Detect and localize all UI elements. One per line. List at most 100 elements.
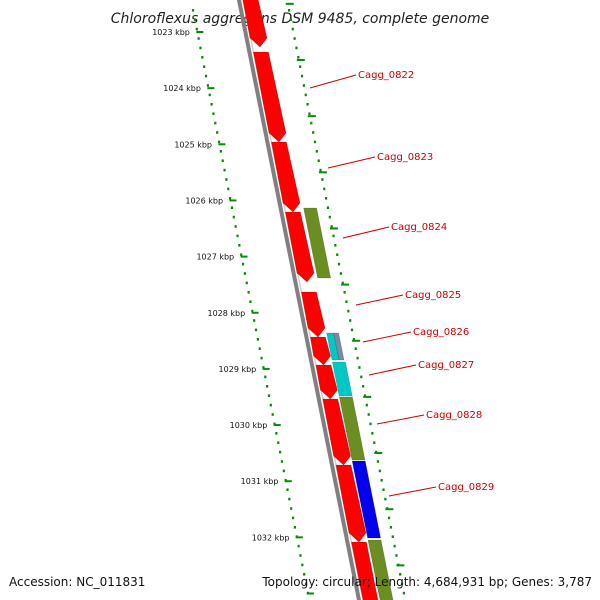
track-dot [369, 422, 372, 426]
track-dot [349, 319, 352, 322]
gene-block[interactable] [367, 539, 395, 600]
leader-line [362, 331, 412, 343]
track-dot [356, 356, 359, 360]
track-dot [337, 262, 341, 266]
track-dot [310, 121, 313, 125]
track-dot [300, 74, 304, 78]
backbone-line [236, 0, 362, 600]
gene-block[interactable] [241, 0, 268, 48]
gene-label[interactable]: Cagg_0828 [426, 410, 482, 421]
track-dot [336, 253, 339, 256]
track-dot [267, 394, 271, 397]
track-dot [193, 18, 197, 21]
track-dot [358, 366, 361, 369]
gene-block[interactable] [339, 396, 366, 461]
gene-label[interactable]: Cagg_0829 [438, 482, 494, 493]
track-dot [293, 37, 296, 40]
gene-block[interactable] [310, 336, 331, 366]
track-dot [201, 56, 204, 59]
accession-text: Accession: NC_011831 [9, 575, 145, 589]
track-dot [321, 178, 324, 181]
track-dot [343, 291, 346, 294]
track-dot [227, 187, 230, 191]
track-dot [399, 573, 402, 576]
track-dot [214, 121, 217, 125]
track-dot [199, 46, 202, 50]
track-dot [332, 234, 335, 238]
track-dot [245, 281, 248, 285]
track-dot [210, 103, 213, 106]
track-dot [360, 375, 363, 379]
track-dot [206, 84, 209, 87]
topology-text: Topology: circular; Length: 4,684,931 bp… [261, 575, 592, 589]
gene-block[interactable] [351, 541, 380, 600]
track-dot [286, 488, 289, 491]
track-dot [269, 403, 272, 407]
track-dot [295, 46, 298, 50]
track-dot [303, 573, 306, 576]
track-dot [191, 9, 195, 12]
track-dot [365, 403, 368, 407]
gene-label[interactable]: Cagg_0825 [405, 290, 461, 301]
track-dot [208, 93, 211, 97]
leader-line [309, 74, 357, 89]
track-dot [367, 413, 370, 416]
track-dot [347, 309, 350, 313]
kbp-label: 1027 kbp [196, 253, 234, 262]
track-dot [279, 450, 282, 454]
track-dot [339, 272, 343, 275]
kbp-label: 1026 kbp [185, 196, 223, 205]
tick-tracks [191, 2, 405, 595]
track-dot [234, 225, 237, 228]
gene-block[interactable] [351, 460, 381, 539]
track-dot [306, 103, 309, 106]
track-dot [297, 544, 300, 548]
gene-block[interactable] [335, 464, 367, 543]
gene-block[interactable] [315, 364, 338, 400]
leader-line [327, 156, 376, 169]
track-dot [400, 582, 404, 585]
track-dot [225, 178, 228, 181]
gene-block[interactable] [332, 361, 353, 397]
gene-block[interactable] [301, 291, 326, 338]
track-dot [230, 206, 234, 209]
track-dot [217, 140, 221, 144]
track-dot [325, 197, 328, 200]
leader-line [376, 414, 425, 425]
gene-label[interactable]: Cagg_0822 [358, 70, 414, 81]
track-dot [216, 131, 219, 134]
leader-line [355, 294, 404, 306]
kbp-label: 1025 kbp [174, 140, 212, 149]
leader-line [368, 364, 417, 376]
leader-line [342, 226, 390, 239]
gene-label[interactable]: Cagg_0823 [377, 152, 433, 163]
track-dot [273, 422, 276, 426]
track-dot [323, 187, 326, 191]
track-dot [362, 385, 365, 388]
track-dot [203, 65, 206, 68]
track-dot [301, 563, 304, 567]
track-dot [391, 535, 394, 538]
kbp-label: 1023 kbp [152, 28, 190, 37]
kbp-label: 1032 kbp [252, 533, 290, 542]
track-dot [247, 291, 250, 294]
track-dot [363, 394, 367, 397]
track-dot [197, 37, 200, 40]
gene-label[interactable]: Cagg_0826 [413, 327, 469, 338]
track-dot [326, 206, 330, 209]
gene-label[interactable]: Cagg_0824 [391, 222, 447, 233]
gene-block[interactable] [333, 332, 345, 361]
gene-block[interactable] [322, 398, 351, 466]
gene-block[interactable] [285, 211, 315, 283]
track-dot [223, 168, 226, 172]
track-dot [384, 497, 387, 501]
track-dot [334, 244, 337, 247]
gene-block[interactable] [303, 207, 331, 279]
gene-block[interactable] [271, 141, 301, 213]
gene-block[interactable] [253, 51, 287, 143]
gene-label[interactable]: Cagg_0827 [418, 360, 474, 371]
track-dot [275, 432, 278, 435]
track-dot [373, 441, 376, 444]
track-dot [254, 328, 258, 332]
